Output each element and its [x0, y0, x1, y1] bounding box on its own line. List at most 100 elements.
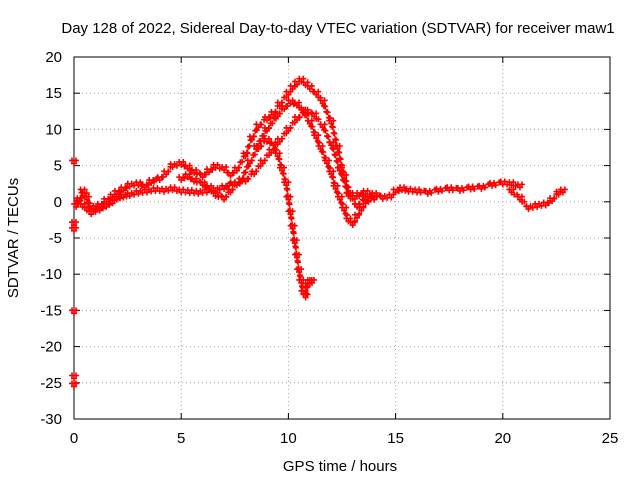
data-point	[310, 276, 317, 283]
data-point	[343, 184, 350, 191]
data-point	[315, 88, 322, 95]
data-point	[510, 186, 517, 193]
data-point	[295, 259, 302, 266]
data-point	[139, 189, 146, 196]
data-point	[325, 133, 332, 140]
chart-title: Day 128 of 2022, Sidereal Day-to-day VTE…	[61, 20, 614, 37]
data-point	[186, 171, 193, 178]
data-point	[344, 189, 351, 196]
data-point	[322, 154, 329, 161]
data-point	[278, 135, 285, 142]
data-point	[335, 190, 342, 197]
data-point	[351, 218, 358, 225]
data-point	[308, 109, 315, 116]
data-point	[262, 127, 269, 134]
y-tick-label: -15	[40, 302, 62, 319]
data-point	[165, 168, 172, 175]
data-point	[284, 102, 291, 109]
data-point	[173, 188, 180, 195]
data-point	[191, 190, 198, 197]
data-point	[523, 203, 530, 210]
y-tick-label: 5	[54, 158, 62, 175]
data-point	[297, 273, 304, 280]
data-point	[291, 236, 298, 243]
data-point	[282, 176, 289, 183]
data-point	[545, 200, 552, 206]
data-point	[266, 152, 273, 159]
data-point	[258, 121, 265, 128]
data-point	[138, 182, 145, 189]
data-point	[305, 117, 312, 124]
data-point	[324, 109, 331, 116]
data-point	[309, 123, 316, 130]
data-point	[287, 88, 294, 95]
data-point	[288, 215, 295, 222]
y-tick-label: -5	[49, 230, 62, 247]
data-point	[360, 203, 367, 210]
data-point	[442, 185, 449, 192]
data-point	[315, 116, 322, 123]
data-point	[283, 94, 290, 101]
data-point	[289, 221, 296, 228]
data-point	[284, 192, 291, 199]
data-point	[449, 187, 456, 194]
data-point	[344, 212, 351, 219]
data-point	[173, 162, 180, 169]
data-point	[210, 187, 217, 194]
data-point	[409, 188, 416, 195]
data-point	[311, 129, 318, 136]
data-point	[336, 149, 343, 156]
data-point	[529, 204, 536, 211]
data-point	[335, 164, 342, 171]
data-point	[239, 158, 246, 165]
data-point	[339, 201, 346, 208]
data-point	[331, 130, 338, 137]
data-point	[117, 195, 124, 202]
data-point	[303, 290, 310, 297]
data-point	[553, 191, 560, 198]
data-point	[267, 114, 274, 121]
data-point	[313, 110, 320, 117]
data-point	[290, 230, 297, 237]
data-point	[251, 151, 258, 158]
data-point	[182, 189, 189, 196]
data-point	[325, 157, 332, 164]
data-point	[156, 188, 163, 195]
data-point	[485, 181, 492, 188]
data-point	[202, 171, 209, 178]
data-point	[248, 171, 255, 178]
data-point	[298, 104, 305, 111]
data-point	[276, 150, 283, 157]
x-tick-label: 10	[280, 430, 297, 447]
y-tick-label: 0	[54, 194, 62, 211]
data-point	[561, 186, 568, 193]
data-point	[276, 156, 283, 163]
data-point	[290, 101, 297, 108]
y-axis-label: SDTVAR / TECUs	[5, 178, 22, 298]
data-point	[78, 189, 85, 196]
data-point	[73, 307, 79, 314]
data-point	[368, 195, 375, 202]
data-point	[123, 193, 130, 200]
data-point	[73, 157, 79, 164]
data-point	[518, 181, 525, 188]
data-point	[186, 162, 193, 169]
data-point	[287, 124, 294, 131]
data-point	[253, 127, 260, 134]
data-point	[225, 189, 232, 196]
data-point	[343, 204, 350, 211]
y-tick-label: 10	[45, 121, 62, 138]
data-point	[428, 189, 435, 196]
data-point	[278, 162, 285, 169]
data-point	[181, 163, 188, 170]
data-point	[193, 175, 200, 182]
data-point	[321, 97, 328, 104]
data-point	[364, 187, 371, 194]
data-point	[471, 186, 478, 193]
data-point	[245, 163, 252, 170]
data-point	[267, 140, 274, 147]
data-point	[333, 142, 340, 149]
data-point	[356, 210, 363, 217]
data-point	[208, 182, 215, 189]
data-point	[421, 187, 428, 194]
